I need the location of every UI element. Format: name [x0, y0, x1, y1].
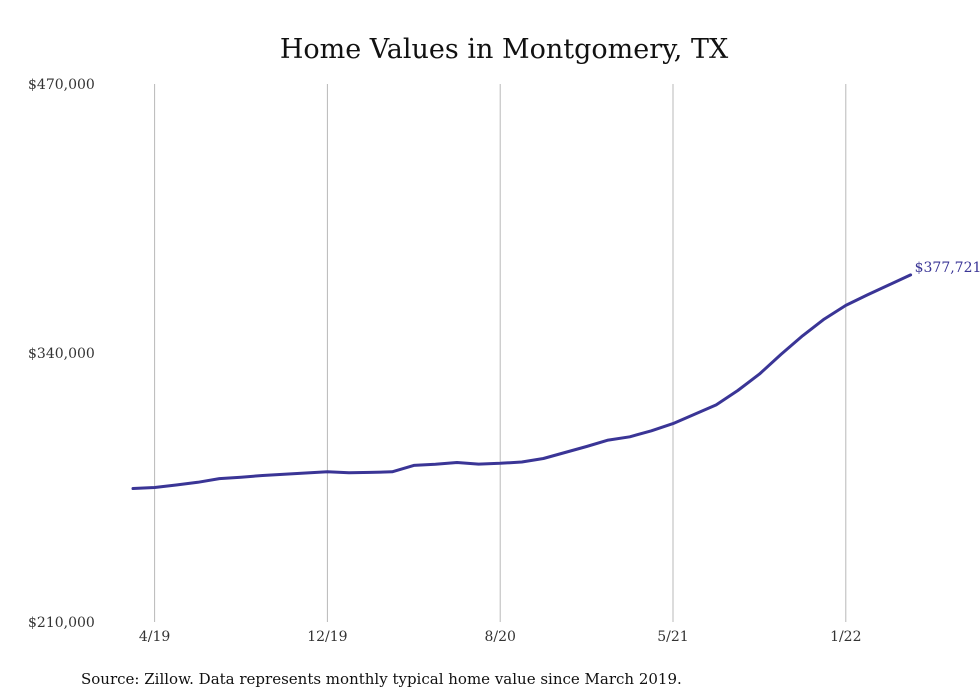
x-tick-label: 1/22 [830, 629, 861, 645]
x-tick-label: 12/19 [307, 629, 347, 645]
y-tick-label: $210,000 [28, 615, 95, 631]
x-tick-label: 4/19 [139, 629, 170, 645]
y-tick-label: $340,000 [28, 346, 95, 362]
x-axis: 4/19 12/19 8/20 5/21 1/22 [139, 629, 862, 645]
source-note: Source: Zillow. Data represents monthly … [81, 670, 682, 688]
y-axis: $470,000 $340,000 $210,000 [28, 77, 95, 631]
y-tick-label: $470,000 [28, 77, 95, 93]
x-tick-label: 8/20 [484, 629, 515, 645]
series-line-0 [131, 273, 913, 490]
end-value-label: $377,721 [915, 260, 980, 276]
x-tick-label: 5/21 [657, 629, 688, 645]
chart-title: Home Values in Montgomery, TX [280, 34, 729, 65]
gridlines [154, 84, 847, 622]
series-group: $377,721 [131, 260, 980, 490]
